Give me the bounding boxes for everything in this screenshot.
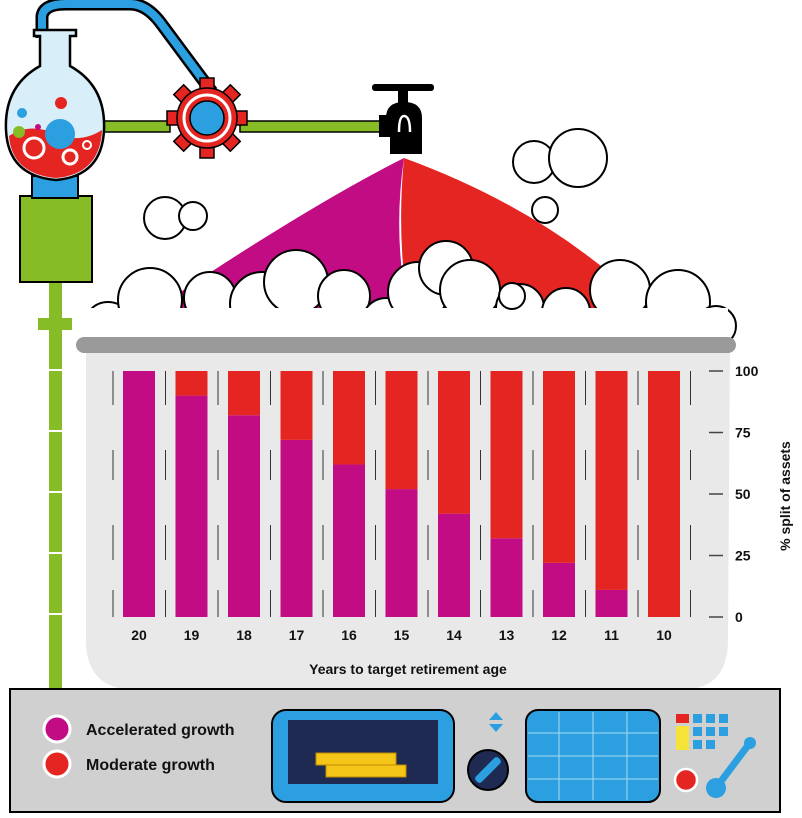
bars-group [112, 371, 691, 617]
y-tick-label: 75 [735, 425, 751, 441]
bar-moderate-14 [438, 371, 470, 514]
bar-moderate-17 [280, 371, 313, 440]
stacked-bar-chart: 20 19 18 17 16 15 14 13 12 11 10 100 75 50 25 0 Years … [112, 363, 793, 677]
x-tick-label: 12 [551, 627, 567, 643]
y-tick-label: 50 [735, 486, 751, 502]
red-button[interactable] [673, 767, 699, 793]
bar-accelerated-11 [595, 589, 628, 617]
keypad-icon[interactable] [676, 714, 728, 750]
bar-accelerated-18 [228, 415, 260, 617]
legend-swatch-accelerated [42, 714, 72, 744]
bar-moderate-13 [490, 371, 523, 539]
x-tick-label: 18 [236, 627, 252, 643]
bar-accelerated-15 [385, 489, 418, 617]
green-pipes [38, 120, 389, 690]
legend-label-accelerated: Accelerated growth [86, 722, 234, 739]
x-tick-label: 20 [131, 627, 147, 643]
flask-icon [4, 28, 106, 283]
x-tick-label: 17 [289, 627, 305, 643]
grid-display [525, 709, 661, 803]
bar-moderate-11 [595, 371, 628, 590]
bar-moderate-10 [648, 371, 680, 617]
y-tick-label: 0 [735, 609, 743, 625]
dial-icon[interactable] [467, 712, 509, 791]
bar-accelerated-17 [280, 439, 313, 617]
x-tick-label: 13 [499, 627, 515, 643]
x-tick-label: 15 [394, 627, 410, 643]
x-tick-label: 14 [446, 627, 462, 643]
x-tick-label: 10 [656, 627, 672, 643]
bar-moderate-16 [333, 371, 365, 465]
bar-moderate-18 [228, 371, 260, 416]
coins-icon [315, 752, 407, 778]
faucet-icon [372, 84, 434, 154]
x-tick-label: 11 [604, 627, 619, 643]
lever-icon[interactable] [706, 737, 756, 798]
y-axis-label: % split of assets [777, 441, 793, 551]
legend-swatch-moderate [42, 749, 72, 779]
bar-moderate-15 [385, 371, 418, 490]
bar-accelerated-12 [543, 562, 575, 617]
x-tick-label: 16 [341, 627, 357, 643]
x-tick-label: 19 [184, 627, 200, 643]
legend-item-moderate: Moderate growth [42, 749, 215, 779]
floating-bubbles [143, 128, 608, 240]
y-tick-label: 100 [735, 363, 759, 379]
legend-label-moderate: Moderate growth [86, 757, 215, 774]
bar-accelerated-20 [123, 371, 155, 617]
legend: Accelerated growth Moderate growth [42, 714, 234, 779]
y-tick-label: 25 [735, 548, 751, 564]
bubble-icon [82, 240, 737, 351]
coins-screen [271, 709, 455, 803]
bar-moderate-12 [543, 371, 575, 563]
bar-accelerated-14 [438, 513, 470, 617]
bar-moderate-19 [175, 371, 208, 396]
x-axis-label: Years to target retirement age [309, 661, 507, 677]
bar-accelerated-16 [333, 464, 365, 617]
legend-item-accelerated: Accelerated growth [42, 714, 234, 744]
bar-accelerated-19 [175, 395, 208, 617]
y-axis: 100 75 50 25 0 [709, 363, 759, 625]
bar-accelerated-13 [490, 538, 523, 617]
gear-icon [166, 77, 248, 159]
pipe-joints [49, 369, 62, 615]
x-tick-labels: 20 19 18 17 16 15 14 13 12 11 10 [131, 627, 672, 643]
